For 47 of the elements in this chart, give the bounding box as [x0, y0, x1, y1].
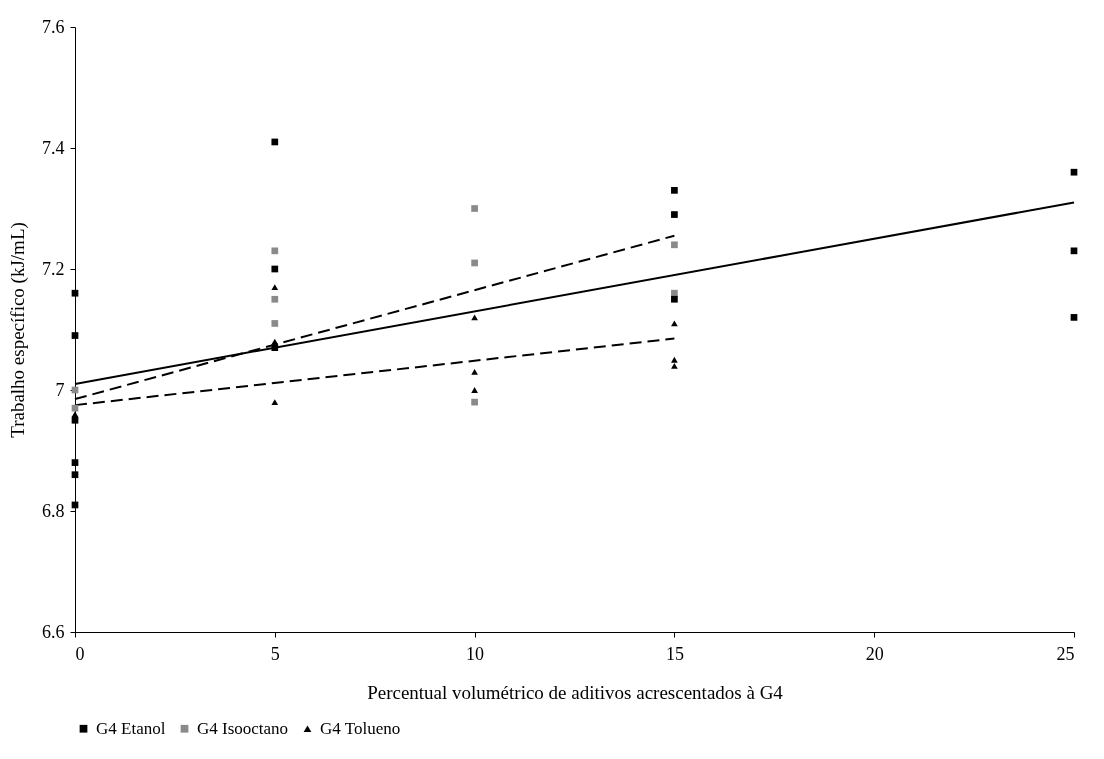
y-axis-title: Trabalho específico (kJ/mL) [7, 222, 29, 438]
point [71, 416, 79, 424]
legend-label: G4 Isooctano [197, 718, 289, 738]
point [671, 289, 678, 297]
point [671, 362, 678, 369]
point [271, 344, 279, 351]
point [271, 399, 279, 406]
point [71, 411, 79, 418]
x-tick-label: 25 [1056, 643, 1075, 664]
point [271, 138, 279, 146]
point [671, 187, 678, 194]
point [271, 284, 279, 291]
point [71, 332, 79, 339]
point [471, 368, 478, 375]
point [71, 289, 79, 297]
y-tick-label: 7 [55, 379, 65, 400]
point [471, 205, 478, 212]
x-tick-label: 5 [270, 643, 280, 664]
point [271, 247, 279, 255]
point [271, 265, 279, 273]
legend-label: G4 Etanol [96, 718, 166, 738]
point [1070, 247, 1078, 255]
y-tick-label: 7.4 [42, 137, 65, 158]
x-axis-title: Percentual volumétrico de aditivos acrescentados à G4 [367, 681, 784, 703]
point [671, 356, 678, 363]
legend-label: G4 Tolueno [320, 718, 401, 738]
y-tick-label: 6.6 [42, 621, 65, 642]
point [671, 211, 678, 218]
x-tick-label: 0 [75, 643, 85, 664]
point [471, 387, 478, 393]
point [671, 295, 678, 303]
point [71, 471, 79, 479]
x-tick-label: 10 [466, 643, 485, 664]
x-tick-label: 15 [665, 643, 684, 664]
point [1070, 168, 1078, 176]
y-tick-label: 7.2 [42, 258, 65, 279]
point [71, 459, 79, 466]
point [271, 320, 279, 327]
x-tick-label: 20 [865, 643, 884, 664]
y-tick-label: 7.6 [42, 16, 65, 37]
point [271, 295, 279, 303]
point [1070, 314, 1078, 321]
point [71, 404, 79, 412]
point [471, 398, 478, 406]
y-tick-label: 6.8 [42, 500, 65, 521]
point [671, 241, 678, 249]
point [471, 259, 478, 267]
